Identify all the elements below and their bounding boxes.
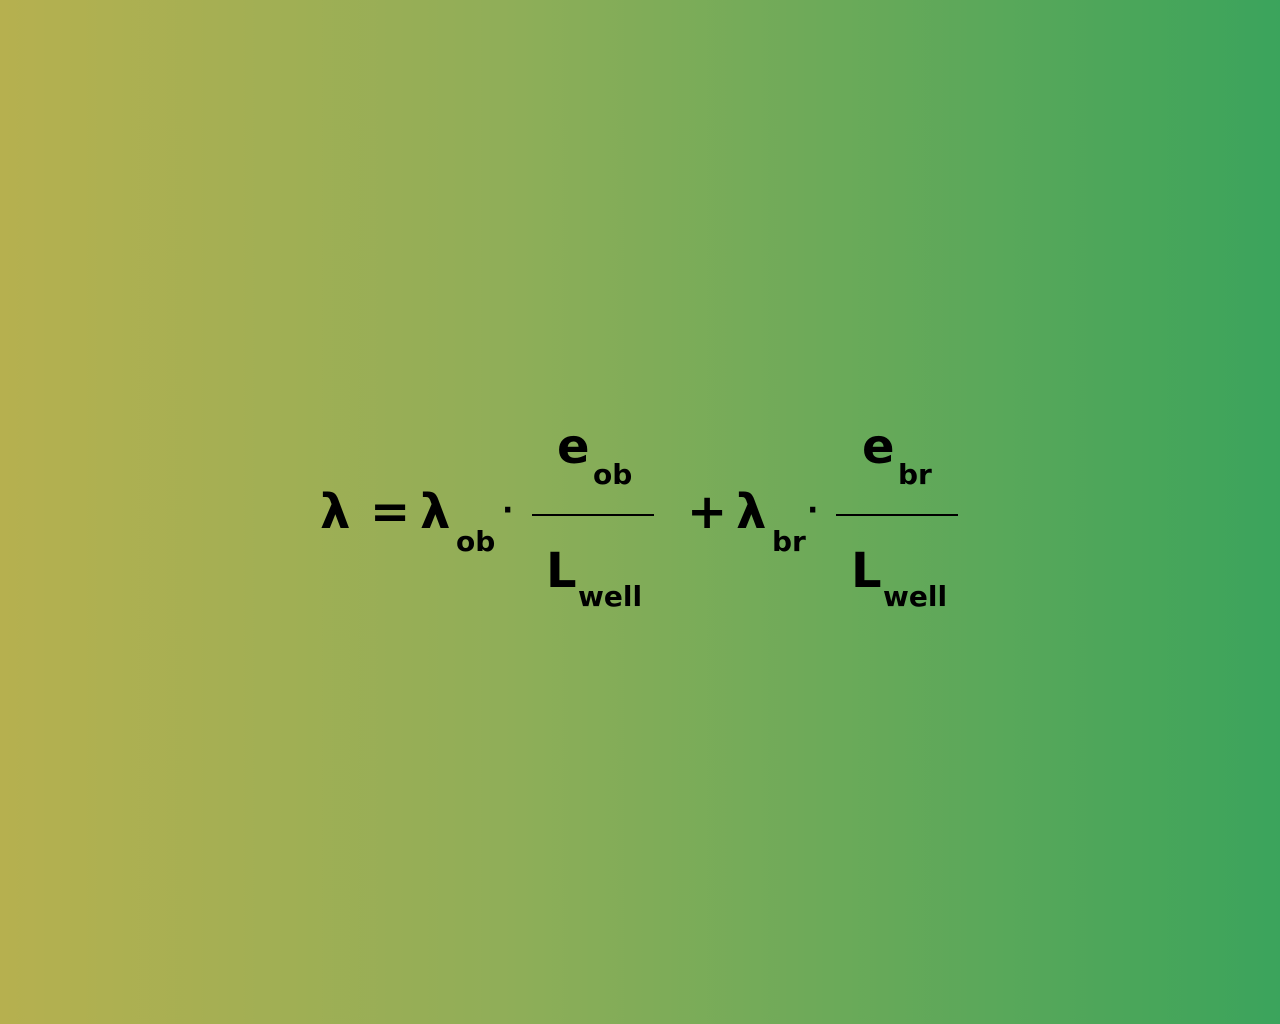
term2-coef-lambda: λ (736, 484, 767, 540)
plus-sign: + (687, 484, 728, 540)
term2-denominator-subscript: well (883, 580, 948, 613)
term1-coef-lambda: λ (420, 484, 451, 540)
equals-sign: = (370, 484, 411, 540)
term1-fraction-bar (532, 514, 654, 516)
term1-denominator: L (546, 543, 577, 599)
formula-lhs-lambda: λ (320, 484, 351, 540)
term1-numerator: e (557, 419, 590, 475)
term2-fraction-bar (836, 514, 958, 516)
term2-denominator: L (851, 543, 882, 599)
term2-numerator-subscript: br (898, 458, 932, 491)
term1-multiply-dot: · (502, 493, 514, 528)
term1-coef-subscript: ob (456, 525, 496, 558)
term1-numerator-subscript: ob (593, 458, 633, 491)
term2-coef-subscript: br (772, 525, 806, 558)
term2-multiply-dot: · (807, 493, 819, 528)
term2-numerator: e (862, 419, 895, 475)
term1-denominator-subscript: well (578, 580, 643, 613)
